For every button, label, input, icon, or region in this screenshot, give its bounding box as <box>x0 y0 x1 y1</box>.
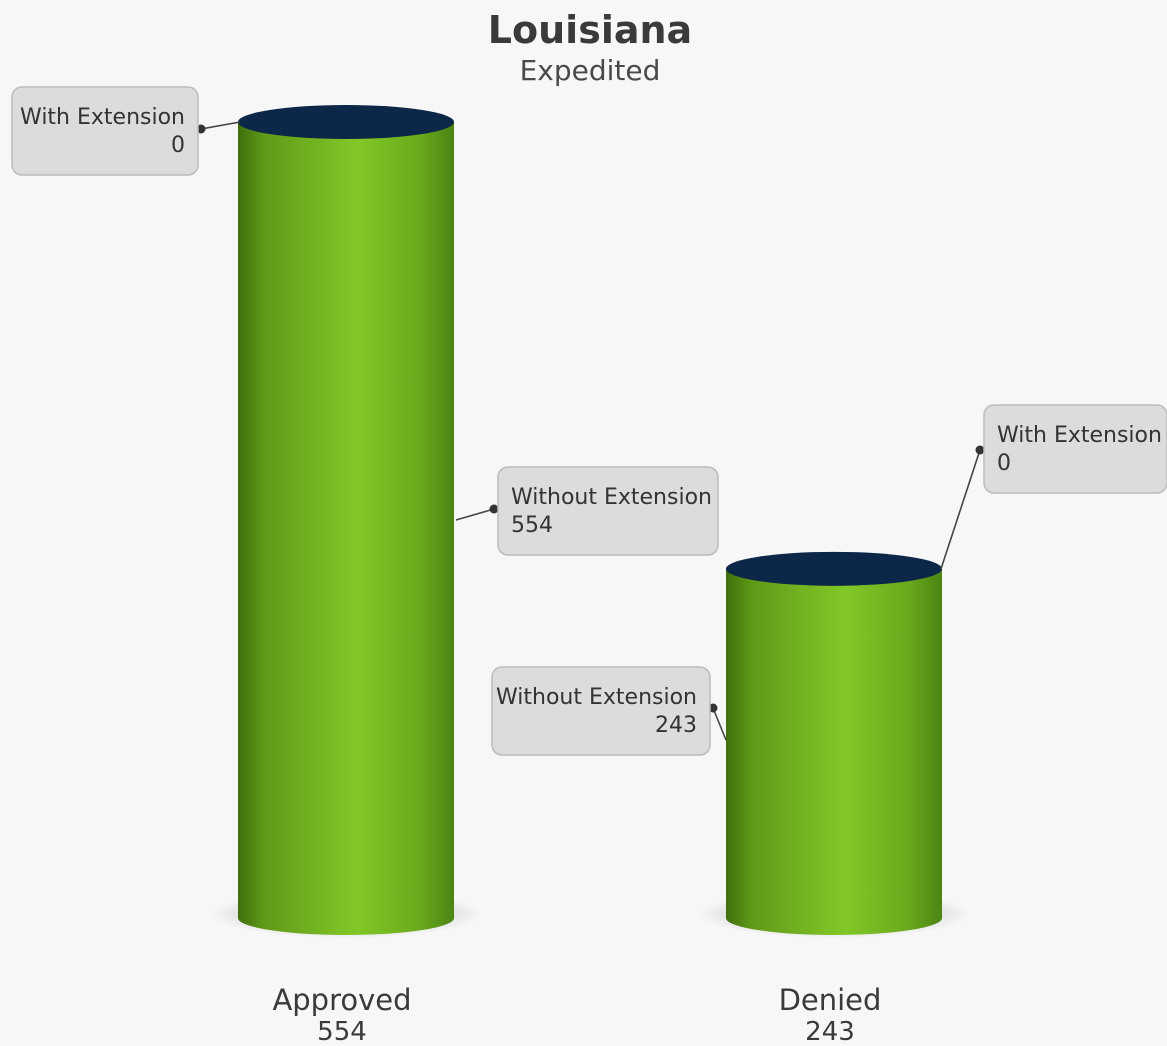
data-label-callout: Without Extension 554 <box>455 466 719 556</box>
bar-denied <box>726 568 942 935</box>
bar-approved <box>238 122 454 935</box>
data-label-callout: With Extension 0 <box>940 404 1167 570</box>
data-label-value: 0 <box>171 133 185 158</box>
chart-subtitle: Expedited <box>520 54 661 87</box>
bars <box>210 105 970 938</box>
x-tick-label: Denied <box>779 983 882 1017</box>
data-label-callout: With Extension 0 <box>11 86 241 176</box>
data-label-series: Without Extension <box>496 685 697 710</box>
bar-top-denied <box>726 551 942 586</box>
x-tick-total: 554 <box>317 1017 367 1046</box>
x-tick-label: Approved <box>272 983 411 1017</box>
data-label-callout: Without Extension 243 <box>491 666 727 756</box>
data-label-value: 554 <box>511 513 553 538</box>
data-label-value: 243 <box>655 713 697 738</box>
data-label-series: Without Extension <box>511 485 712 510</box>
data-label-series: With Extension <box>20 105 185 130</box>
callouts: With Extension 0 Without Extension 554 With … <box>11 86 1167 756</box>
data-label-value: 0 <box>997 451 1011 476</box>
chart-title: Louisiana <box>488 8 692 52</box>
data-label-series: With Extension <box>997 423 1162 448</box>
bar-top-approved <box>238 105 454 139</box>
x-tick-total: 243 <box>805 1017 855 1046</box>
